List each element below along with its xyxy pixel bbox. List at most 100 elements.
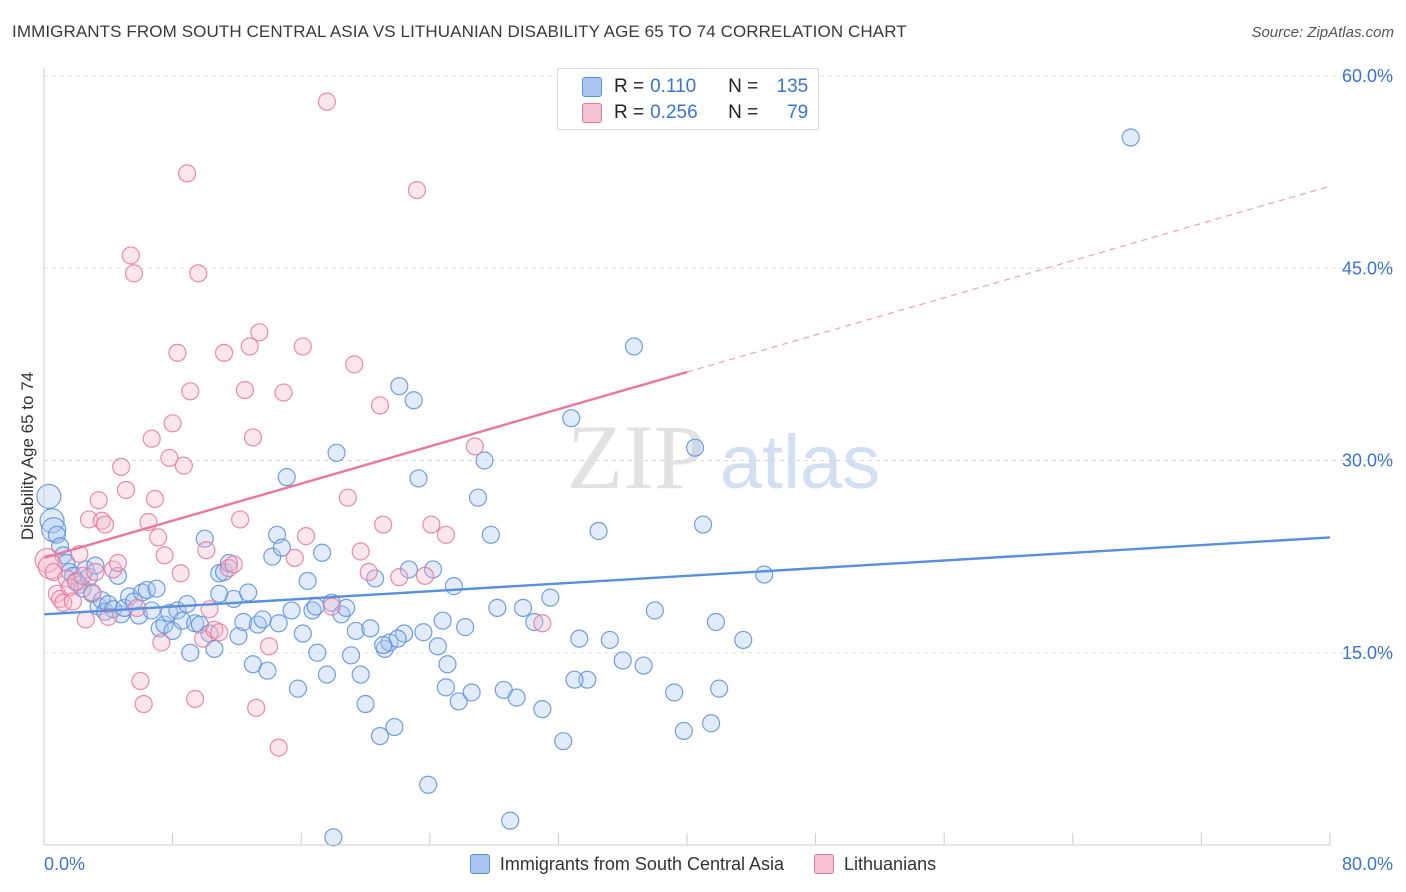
point-immigrants [734,630,753,650]
point-immigrants [195,529,214,548]
point-immigrants [710,679,729,698]
point-immigrants [234,612,253,632]
point-immigrants [404,391,423,410]
x-tick-label-min: 0.0% [44,854,85,874]
point-lithuanians [171,564,190,583]
point-lithuanians [152,633,171,652]
point-lithuanians [145,489,165,509]
point-lithuanians [274,383,293,402]
point-immigrants [288,679,308,698]
point-immigrants [488,598,507,617]
n-label: N = [728,76,759,97]
point-immigrants [337,598,356,617]
point-immigrants [47,525,66,544]
r-label: R = [614,102,645,123]
point-lithuanians [210,623,229,642]
point-immigrants [481,525,500,544]
point-lithuanians [121,246,140,265]
stats-row-blue: R = 0.110 N = 135 [582,74,808,100]
point-lithuanians [95,515,115,534]
point-lithuanians [112,457,131,477]
point-immigrants [562,409,581,428]
point-immigrants [385,717,404,737]
point-immigrants [390,377,409,396]
grid [44,75,1392,654]
point-immigrants [702,714,721,733]
point-lithuanians [351,542,370,561]
point-immigrants [685,438,705,457]
point-lithuanians [407,180,427,200]
point-lithuanians [214,343,234,362]
point-lithuanians [293,337,312,356]
point-lithuanians [142,429,161,448]
point-immigrants [419,775,438,794]
point-immigrants [501,811,520,830]
trend-line-immigrants [43,536,1331,616]
point-lithuanians [174,456,193,475]
point-lithuanians [155,546,174,565]
point-lithuanians [235,380,255,400]
point-lithuanians [224,555,243,574]
point-lithuanians [259,637,279,656]
legend-swatch-blue [469,854,490,874]
point-lithuanians [370,396,390,415]
n-label: N = [728,102,759,123]
point-lithuanians [181,382,200,401]
point-lithuanians [79,510,99,529]
chart-title: IMMIGRANTS FROM SOUTH CENTRAL ASIA VS LI… [12,22,907,41]
point-immigrants [312,543,332,562]
n-value: 79 [787,102,809,123]
point-lithuanians [465,437,484,456]
point-lithuanians [89,491,108,510]
stats-row-pink: R = 0.256 N = 79 [582,100,808,126]
point-immigrants [507,688,526,707]
point-immigrants [706,612,726,632]
point-immigrants [205,639,224,659]
point-immigrants [293,624,312,643]
point-lithuanians [134,694,153,714]
point-immigrants [142,601,161,620]
point-lithuanians [250,323,269,342]
legend-item-lithuanians[interactable]: Lithuanians [814,854,936,875]
point-immigrants [634,656,653,675]
point-immigrants [462,683,481,702]
point-immigrants [258,661,277,680]
pink-swatch [582,103,602,123]
point-immigrants [570,629,589,648]
r-value: 0.256 [650,102,698,123]
point-lithuanians [54,593,73,612]
point-immigrants [645,601,664,620]
source-label: Source: ZipAtlas.com [1251,24,1394,41]
point-lithuanians [285,548,304,568]
point-immigrants [370,726,390,746]
point-lithuanians [63,592,83,611]
legend-label-immigrants: Immigrants from South Central Asia [499,853,785,874]
point-lithuanians [296,527,316,546]
point-lithuanians [422,515,441,534]
trend-lines [43,185,1331,616]
r-value: 0.110 [650,76,697,97]
trend-line-lithuanians-extension [686,185,1331,373]
point-immigrants [436,678,455,697]
point-immigrants [624,337,644,356]
legend-item-immigrants[interactable]: Immigrants from South Central Asia [469,853,785,875]
point-immigrants [36,483,62,509]
point-immigrants [554,732,573,751]
point-immigrants [298,571,317,591]
point-immigrants [409,469,428,488]
point-lithuanians [359,562,378,582]
point-immigrants [513,598,533,617]
point-immigrants [351,665,370,684]
y-tick-label: 15.0% [1342,643,1393,663]
point-immigrants [374,635,393,655]
y-tick-label: 45.0% [1342,258,1393,278]
point-lithuanians [163,414,182,433]
point-immigrants [541,588,560,607]
point-lithuanians [322,597,341,616]
point-immigrants [147,579,166,598]
point-immigrants [341,646,361,665]
point-immigrants [306,597,325,616]
point-immigrants [361,619,380,638]
point-immigrants [475,451,494,470]
